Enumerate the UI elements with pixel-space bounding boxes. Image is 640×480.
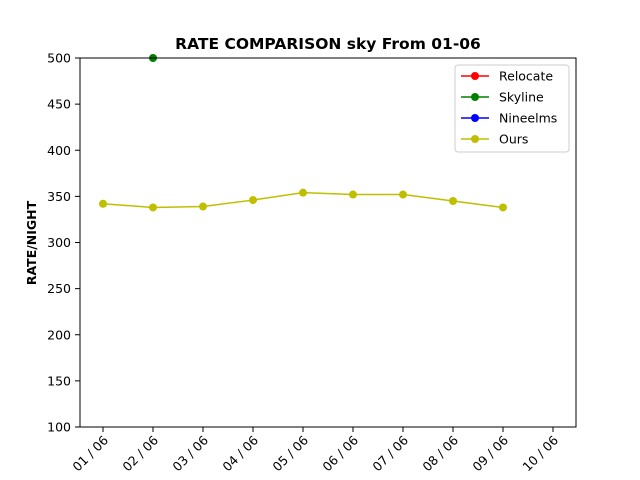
y-tick-label: 100 [47, 420, 71, 435]
series-ours [99, 188, 507, 212]
data-point-ours [449, 196, 457, 205]
y-axis-ticks: 100 150 200 250 300 350 400 450 500 [47, 51, 80, 435]
legend: Relocate Skyline Nineelms Ours [454, 64, 570, 153]
legend-marker-relocate [471, 72, 479, 80]
data-point-ours [99, 199, 107, 208]
legend-box [454, 64, 570, 153]
legend-item-ours: Ours [461, 132, 528, 147]
data-point-ours [299, 188, 307, 197]
y-tick-label: 450 [47, 97, 71, 112]
series-layer [99, 54, 507, 212]
y-tick-label: 150 [47, 373, 71, 388]
y-axis-label: RATE/NIGHT [24, 200, 39, 285]
data-point-ours [349, 190, 357, 199]
legend-label-skyline: Skyline [499, 90, 544, 105]
y-tick-label: 250 [47, 281, 71, 296]
chart-title: RATE COMPARISON sky From 01-06 [175, 35, 481, 53]
legend-label-relocate: Relocate [499, 69, 553, 84]
legend-marker-ours [471, 135, 479, 143]
y-tick-label: 350 [47, 189, 71, 204]
legend-marker-skyline [471, 93, 479, 101]
data-point-ours [249, 196, 257, 205]
legend-item-skyline: Skyline [461, 90, 544, 105]
legend-label-nineelms: Nineelms [499, 111, 557, 126]
y-tick-label: 400 [47, 143, 71, 158]
data-point-ours [199, 202, 207, 211]
data-point-ours [399, 190, 407, 199]
legend-item-relocate: Relocate [461, 69, 553, 84]
data-point-ours [149, 203, 157, 212]
y-tick-label: 200 [47, 327, 71, 342]
y-tick-label: 300 [47, 235, 71, 250]
legend-label-ours: Ours [499, 132, 528, 147]
y-tick-label: 500 [47, 51, 71, 66]
legend-marker-nineelms [471, 114, 479, 122]
legend-item-nineelms: Nineelms [461, 111, 557, 126]
data-point-ours [499, 203, 507, 212]
